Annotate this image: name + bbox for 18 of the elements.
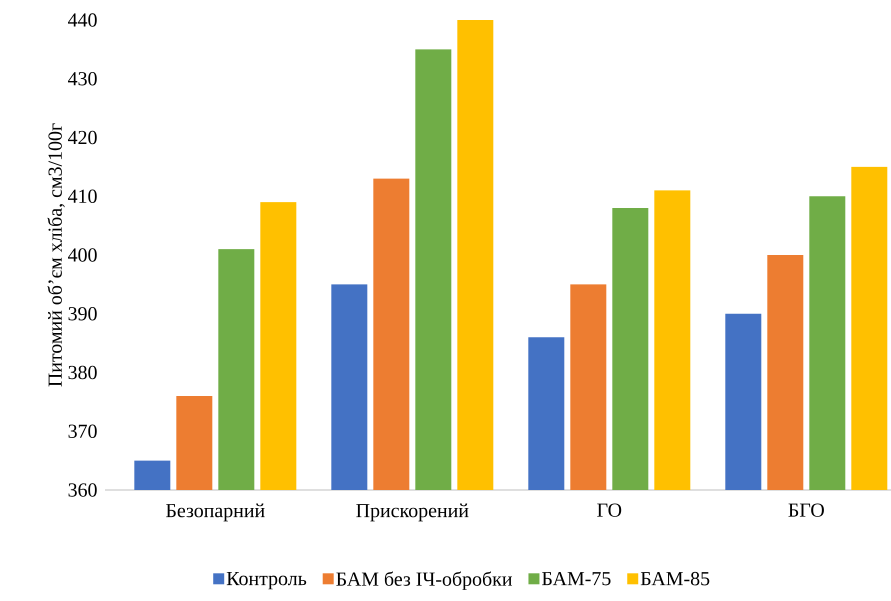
legend-label: БАМ без ІЧ-обробки	[336, 571, 512, 590]
y-tick-label: 430	[68, 72, 97, 86]
y-tick-label: 380	[68, 366, 97, 380]
x-tick-label: Прискорений	[356, 503, 468, 522]
y-tick-label: 400	[68, 248, 97, 262]
legend-label: БАМ-75	[542, 572, 611, 586]
y-tick-label: 440	[68, 13, 97, 27]
y-tick-label: 390	[68, 307, 97, 320]
y-tick-label: 420	[68, 130, 97, 144]
legend-label: Контроль	[226, 572, 306, 590]
x-tick-label: ГО	[597, 503, 622, 517]
y-tick-label: 410	[68, 190, 97, 203]
x-tick-label: БГО	[788, 503, 824, 517]
y-axis-title: Питомий об’єм хліба, см3/100г	[47, 123, 65, 387]
y-tick-label: 360	[68, 483, 97, 497]
y-tick-label: 370	[68, 424, 97, 438]
legend-label: БАМ-85	[640, 572, 710, 586]
x-tick-label: Безопарний	[166, 503, 265, 522]
